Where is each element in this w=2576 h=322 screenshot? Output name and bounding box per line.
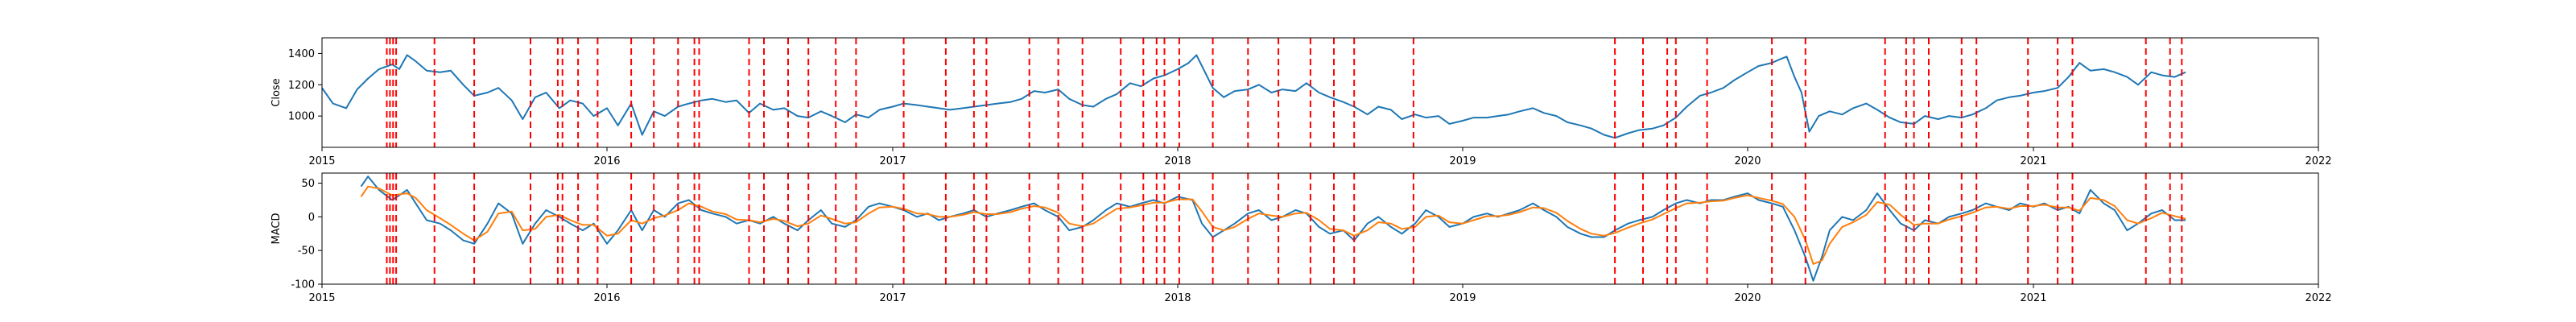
- x-tick-label: 2021: [2020, 155, 2046, 167]
- y-tick-label: -100: [291, 279, 315, 291]
- y-tick-label: 0: [308, 212, 315, 224]
- x-tick-label: 2018: [1164, 292, 1191, 304]
- x-tick-label: 2016: [593, 292, 620, 304]
- x-tick-label: 2017: [879, 155, 906, 167]
- x-tick-label: 2015: [308, 292, 335, 304]
- series-line-2: [360, 185, 2186, 265]
- x-tick-label: 2019: [1449, 292, 1476, 304]
- y-tick-label: 1400: [288, 48, 315, 60]
- y-axis-label: MACD: [270, 213, 283, 245]
- y-tick-label: -50: [298, 246, 315, 258]
- y-tick-label: 1000: [288, 111, 315, 123]
- x-tick-label: 2020: [1734, 292, 1761, 304]
- x-tick-label: 2020: [1734, 155, 1761, 167]
- plot-frame: [321, 37, 2319, 148]
- panel-2: 2015 2016 2017 2018 2019 2020 2021 2022 -100 -50 0…: [270, 172, 2332, 304]
- plot-area: [322, 38, 2186, 147]
- x-tick-label: 2015: [308, 155, 335, 167]
- x-tick-label: 2022: [2305, 155, 2331, 167]
- x-tick-label: 2022: [2305, 292, 2331, 304]
- panel-1: 2015 2016 2017 2018 2019 2020 2021 2022 1000 1200…: [270, 37, 2332, 167]
- y-tick-label: 1200: [288, 80, 315, 92]
- x-tick-label: 2018: [1164, 155, 1191, 167]
- plot-frame: [321, 172, 2319, 285]
- x-tick-label: 2019: [1449, 155, 1476, 167]
- x-tick-label: 2017: [879, 292, 906, 304]
- plot-area: [360, 173, 2186, 284]
- series-line-1: [360, 175, 2186, 282]
- x-tick-label: 2021: [2020, 292, 2046, 304]
- y-tick-label: 50: [301, 178, 315, 190]
- y-axis-label: Close: [270, 78, 283, 106]
- x-tick-label: 2016: [593, 155, 620, 167]
- series-line-1: [322, 54, 2186, 139]
